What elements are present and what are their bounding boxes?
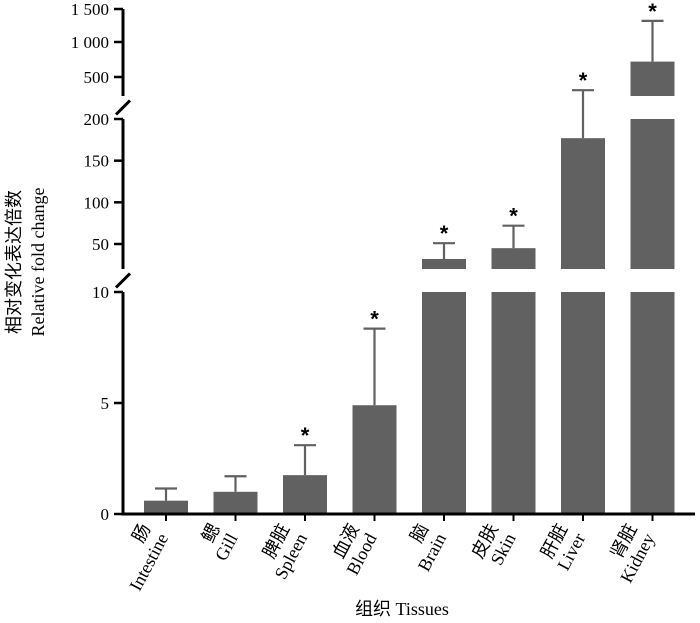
bar-skin-part2 bbox=[491, 248, 536, 269]
x-tick-label-kidney: 肾脏Kidney bbox=[598, 520, 658, 586]
y-tick-label-5: 5 bbox=[101, 394, 110, 413]
significance-kidney: * bbox=[648, 0, 657, 24]
bar-skin bbox=[491, 292, 536, 514]
y-tick-label-100: 100 bbox=[84, 193, 110, 212]
x-tick-label-liver: 肝脏Liver bbox=[536, 520, 590, 573]
bar-spleen bbox=[283, 475, 327, 514]
bar-brain bbox=[422, 292, 466, 514]
y-tick-label-0: 0 bbox=[101, 505, 110, 524]
axis-break-mark-1 bbox=[114, 272, 132, 289]
significance-liver: * bbox=[579, 68, 588, 93]
x-tick-label-spleen: 脾脏Spleen bbox=[253, 520, 311, 582]
y-tick-label-10: 10 bbox=[92, 283, 109, 302]
x-tick-label-gill: 鳃Gill bbox=[193, 520, 241, 564]
bar-kidney bbox=[630, 292, 675, 514]
axis-break-mark-2 bbox=[114, 99, 132, 116]
y-tick-label-150: 150 bbox=[84, 152, 110, 171]
bar-gill bbox=[213, 491, 258, 514]
y-tick-label-500: 500 bbox=[84, 68, 110, 87]
bar-brain-part2 bbox=[422, 259, 466, 269]
bar-liver bbox=[561, 292, 605, 514]
bar-blood bbox=[352, 405, 397, 514]
y-tick-label-1500: 1 500 bbox=[71, 0, 109, 19]
bar-kidney-part2 bbox=[630, 119, 675, 269]
y-axis-title-en: Relative fold change bbox=[28, 188, 48, 337]
y-axis-title-cn: 相对变化表达倍数 bbox=[4, 190, 24, 334]
bar-intestine bbox=[144, 500, 188, 514]
bar-kidney-part3 bbox=[630, 61, 675, 96]
bars-group: * * * * * * bbox=[144, 0, 675, 514]
x-axis-title: 组织 Tissues bbox=[355, 599, 449, 619]
y-tick-label-200: 200 bbox=[84, 110, 110, 129]
significance-skin: * bbox=[509, 204, 518, 229]
x-tick-label-brain: 脑Brain bbox=[396, 520, 450, 574]
significance-brain: * bbox=[440, 221, 449, 246]
x-tick-label-skin: 皮肤Skin bbox=[467, 520, 519, 571]
y-tick-label-1000: 1 000 bbox=[71, 33, 109, 52]
y-tick-label-50: 50 bbox=[92, 235, 109, 254]
x-tick-label-intestine: 肠Intestine bbox=[108, 520, 172, 594]
significance-blood: * bbox=[370, 307, 379, 332]
bar-liver-part2 bbox=[561, 138, 605, 269]
significance-spleen: * bbox=[301, 423, 310, 448]
x-tick-label-blood: 血液Blood bbox=[325, 520, 381, 578]
